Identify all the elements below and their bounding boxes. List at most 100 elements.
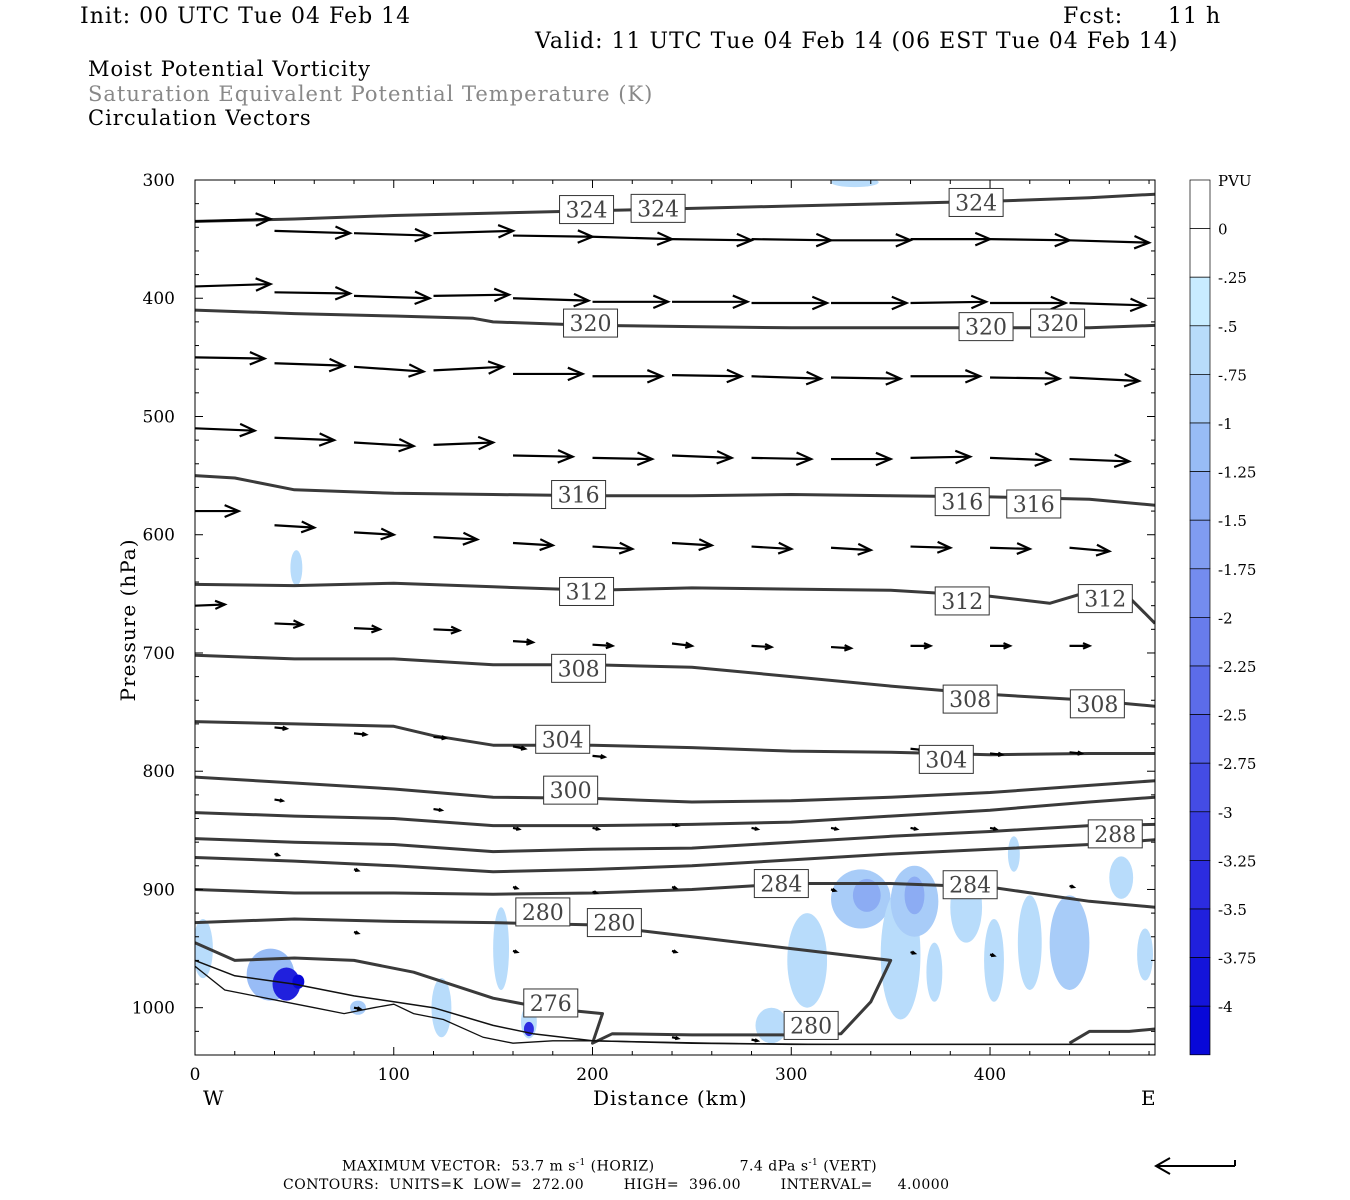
colorbar-label: -.75 [1218, 366, 1247, 384]
colorbar-label: -.25 [1218, 269, 1247, 287]
contour-label: 312 [934, 586, 990, 616]
circulation-vector [353, 290, 433, 306]
east-label: E [1141, 1086, 1156, 1110]
circulation-vector [831, 371, 904, 386]
colorbar-label: -3.75 [1218, 950, 1256, 968]
pv-region [831, 180, 879, 188]
circulation-vector [831, 233, 914, 248]
circulation-vector [989, 826, 999, 831]
colorbar-swatch [1189, 957, 1211, 1007]
circulation-vector [433, 735, 449, 741]
circulation-vector [512, 885, 520, 890]
colorbar-swatch [1189, 1005, 1211, 1056]
valid-time: Valid: 11 UTC Tue 04 Feb 14 (06 EST Tue … [535, 29, 1179, 54]
circulation-vector [1069, 235, 1152, 250]
colorbar-label: -1 [1218, 415, 1233, 433]
init-time: Init: 00 UTC Tue 04 Feb 14 [80, 4, 412, 29]
colorbar-label: -1.25 [1218, 464, 1256, 482]
circulation-vector [512, 538, 556, 552]
svg-text:288: 288 [1094, 823, 1136, 848]
svg-text:280: 280 [522, 901, 564, 926]
colorbar-swatch [1189, 617, 1211, 667]
pv-region [272, 967, 301, 1001]
svg-text:308: 308 [1076, 693, 1118, 718]
circulation-vector [433, 625, 463, 635]
contour-label: 284 [753, 869, 809, 899]
horiz-label: (HORIZ) [585, 1158, 655, 1175]
circulation-vector [195, 212, 274, 227]
circulation-vector [433, 224, 516, 239]
y-axis-title: Pressure (hPa) [116, 539, 140, 702]
contour-label: 324 [630, 193, 686, 223]
contour-label: 312 [559, 576, 615, 606]
horiz-exponent: -1 [575, 1158, 586, 1168]
y-tick-label: 500 [143, 407, 175, 427]
circulation-vector [512, 638, 536, 646]
axes: 0 100 200 300 400 300 400 500 600 700 800 900 1000 [132, 171, 1155, 1085]
circulation-vector [910, 231, 993, 247]
colorbar-label: -1.5 [1218, 512, 1247, 530]
contour-label: 276 [523, 988, 579, 1018]
colorbar: 0 -.25 -.5 -.75 -1 -1.25 -1.5 -1.75 -2 -2.25 -2.5 -… [1189, 179, 1256, 1056]
x-tick-label: 400 [974, 1065, 1006, 1085]
circulation-vector [592, 451, 655, 467]
colorbar-swatch [1189, 422, 1211, 472]
circulation-vector [195, 351, 268, 366]
x-tick-label: 0 [190, 1065, 201, 1085]
colorbar-label: -2 [1218, 609, 1233, 627]
colorbar-swatch [1189, 228, 1211, 278]
circulation-vector [512, 949, 520, 954]
circulation-vector [433, 360, 506, 375]
circulation-vector [990, 295, 1069, 311]
field-title-mpv: Moist Potential Vorticity [88, 57, 371, 81]
circulation-vector [512, 826, 522, 831]
circulation-vector [592, 231, 675, 246]
svg-text:316: 316 [1013, 493, 1055, 518]
circulation-vector [353, 731, 369, 737]
colorbar-unit: PVU [1218, 172, 1252, 190]
x-tick-label: 200 [576, 1065, 608, 1085]
contour-label: 308 [551, 653, 607, 683]
pv-region [787, 913, 828, 1008]
circulation-vector [274, 357, 347, 373]
colorbar-swatch [1189, 179, 1211, 229]
colorbar-label: -4 [1218, 998, 1233, 1016]
circulation-vector [671, 885, 679, 890]
circulation-vector [751, 295, 830, 311]
colorbar-label: -2.5 [1218, 707, 1247, 725]
pv-region [292, 974, 305, 989]
circulation-vector [195, 599, 228, 610]
forecast-label: Fcst: [1063, 4, 1124, 29]
circulation-vector [433, 531, 481, 546]
contour-label: 324 [559, 195, 615, 225]
contour-line-300 [195, 775, 1155, 804]
circulation-vector [353, 227, 433, 243]
circulation-vector [1069, 373, 1142, 388]
circulation-vector [1069, 642, 1093, 650]
colorbar-label: -2.25 [1218, 658, 1256, 676]
colorbar-label: -2.75 [1218, 755, 1256, 773]
circulation-vector [910, 449, 973, 465]
svg-text:320: 320 [965, 316, 1007, 341]
circulation-vector [195, 422, 258, 438]
svg-text:316: 316 [558, 484, 600, 509]
colorbar-label: -3.25 [1218, 852, 1256, 870]
circulation-vector [830, 644, 854, 652]
circulation-vector [671, 823, 681, 828]
colorbar-swatch [1189, 714, 1211, 764]
contour-label: 316 [934, 487, 990, 517]
pv-region [1017, 895, 1042, 990]
pv-region [904, 876, 925, 915]
pv-region [1137, 928, 1154, 981]
max-horiz-value: MAXIMUM VECTOR: 53.7 m s [342, 1158, 576, 1175]
svg-text:284: 284 [949, 874, 991, 899]
svg-text:312: 312 [1084, 588, 1126, 613]
pv-region [431, 978, 452, 1038]
svg-text:304: 304 [542, 728, 584, 753]
circulation-vector [1069, 543, 1113, 557]
pv-region [852, 878, 881, 912]
contour-line-296 [195, 795, 1155, 828]
circulation-vector [274, 432, 337, 447]
colorbar-swatch [1189, 762, 1211, 813]
